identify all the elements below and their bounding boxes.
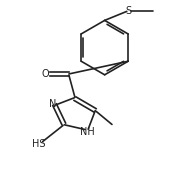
Text: O: O <box>42 69 50 79</box>
Text: NH: NH <box>80 127 95 137</box>
Text: N: N <box>49 99 56 109</box>
Text: HS: HS <box>32 139 45 149</box>
Text: S: S <box>125 6 132 15</box>
